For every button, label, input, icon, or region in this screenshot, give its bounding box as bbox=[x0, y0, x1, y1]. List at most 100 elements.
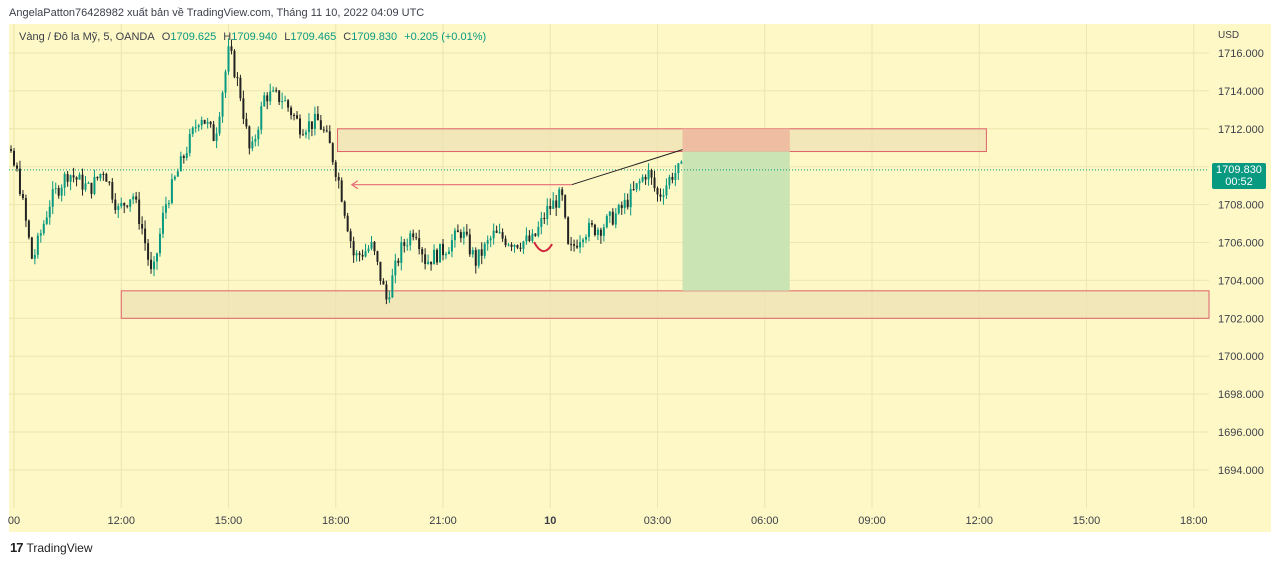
symbol-legend[interactable]: Vàng / Đô la Mỹ, 5, OANDA O1709.625 H170… bbox=[19, 31, 486, 43]
candle-body bbox=[474, 250, 477, 266]
candle-body bbox=[269, 91, 272, 102]
candle-body bbox=[590, 223, 593, 225]
candle-body bbox=[36, 235, 39, 255]
candle-body bbox=[54, 188, 57, 190]
candle-body bbox=[641, 176, 644, 182]
y-tick-label: 1698.000 bbox=[1218, 389, 1264, 401]
candle-body bbox=[552, 200, 555, 209]
chart-area[interactable] bbox=[9, 24, 1271, 532]
stop-loss-area bbox=[682, 128, 790, 152]
x-tick-label: 15:00 bbox=[215, 515, 243, 527]
candle-body bbox=[51, 189, 54, 207]
candle-body bbox=[316, 113, 319, 121]
candle-body bbox=[665, 185, 668, 196]
candle-body bbox=[355, 253, 358, 256]
candle-body bbox=[450, 240, 453, 252]
candle-body bbox=[602, 227, 605, 236]
candle-body bbox=[197, 125, 200, 128]
y-tick-label: 1706.000 bbox=[1218, 238, 1264, 250]
candle-body bbox=[93, 176, 96, 194]
y-tick-label: 1708.000 bbox=[1218, 200, 1264, 212]
candle-body bbox=[90, 182, 93, 194]
candle-body bbox=[626, 199, 629, 208]
currency-label: USD bbox=[1218, 30, 1240, 41]
candle-body bbox=[105, 174, 108, 182]
candle-body bbox=[328, 131, 331, 144]
candle-body bbox=[337, 176, 340, 181]
candle-body bbox=[635, 183, 638, 190]
candle-body bbox=[111, 182, 114, 200]
candle-body bbox=[638, 181, 641, 184]
candle-body bbox=[349, 231, 352, 242]
tradingview-logo[interactable]: 17 TradingView bbox=[10, 540, 93, 555]
candle-body bbox=[394, 260, 397, 276]
candle-body bbox=[468, 234, 471, 255]
candle-body bbox=[462, 231, 465, 239]
candle-body bbox=[129, 199, 132, 207]
zones-layer bbox=[120, 128, 1210, 319]
legend-open: 1709.625 bbox=[170, 31, 217, 43]
candle-body bbox=[102, 174, 105, 176]
candle-body bbox=[587, 223, 590, 237]
y-axis: 1716.0001714.0001712.0001710.0001708.000… bbox=[1218, 48, 1264, 477]
y-tick-label: 1712.000 bbox=[1218, 124, 1264, 136]
candle-body bbox=[397, 260, 400, 263]
candle-body bbox=[325, 130, 328, 132]
tradingview-brand: TradingView bbox=[26, 540, 93, 555]
candle-body bbox=[63, 174, 66, 188]
publisher-line: AngelaPatton76428982 xuất bản về Trading… bbox=[9, 7, 425, 19]
candle-body bbox=[647, 169, 650, 180]
candle-body bbox=[15, 165, 18, 169]
candle-body bbox=[242, 98, 245, 119]
candle-body bbox=[444, 254, 447, 256]
candle-body bbox=[567, 217, 570, 244]
candle-body bbox=[185, 153, 188, 158]
candle-body bbox=[456, 230, 459, 233]
candle-body bbox=[150, 259, 153, 270]
candle-body bbox=[453, 230, 456, 241]
x-axis: 00 12:00 15:00 18:00 21:00 10 03:00 06:00 09:00 1… bbox=[8, 515, 1208, 527]
support-zone bbox=[120, 290, 1210, 319]
y-tick-label: 1694.000 bbox=[1218, 465, 1264, 477]
candle-body bbox=[650, 169, 653, 178]
candle-body bbox=[27, 220, 30, 238]
candle-body bbox=[421, 249, 424, 255]
candle-body bbox=[257, 129, 260, 140]
candle-body bbox=[281, 100, 284, 103]
candle-body bbox=[206, 121, 209, 124]
candle-body bbox=[477, 249, 480, 266]
candle-body bbox=[465, 231, 468, 235]
candle-body bbox=[120, 203, 123, 207]
candle-body bbox=[227, 46, 230, 72]
candle-body bbox=[668, 176, 671, 186]
candle-body bbox=[87, 182, 90, 184]
x-tick-label: 00 bbox=[8, 515, 20, 527]
y-tick-label: 1696.000 bbox=[1218, 427, 1264, 439]
legend-close-label: C bbox=[343, 31, 352, 43]
candle-body bbox=[495, 230, 498, 233]
candle-body bbox=[66, 174, 69, 182]
candle-body bbox=[439, 243, 442, 263]
candle-body bbox=[272, 90, 275, 92]
candle-body bbox=[424, 254, 427, 264]
resistance-zone bbox=[337, 128, 987, 153]
trendline bbox=[571, 149, 683, 186]
candle-body bbox=[653, 177, 656, 189]
candle-body bbox=[114, 199, 117, 210]
take-profit-area bbox=[682, 151, 790, 291]
candle-body bbox=[212, 124, 215, 141]
candle-body bbox=[260, 106, 263, 130]
candle-body bbox=[605, 215, 608, 228]
candle-body bbox=[290, 107, 293, 116]
candle-body bbox=[549, 205, 552, 209]
candle-body bbox=[158, 233, 161, 254]
grid-lines bbox=[9, 24, 1209, 508]
candle-body bbox=[304, 132, 307, 135]
candle-body bbox=[370, 241, 373, 249]
legend-low: 1709.465 bbox=[290, 31, 337, 43]
candle-body bbox=[534, 233, 537, 236]
candle-body bbox=[340, 180, 343, 202]
candle-body bbox=[579, 242, 582, 248]
last-price-value: 1709.830 bbox=[1216, 164, 1262, 176]
